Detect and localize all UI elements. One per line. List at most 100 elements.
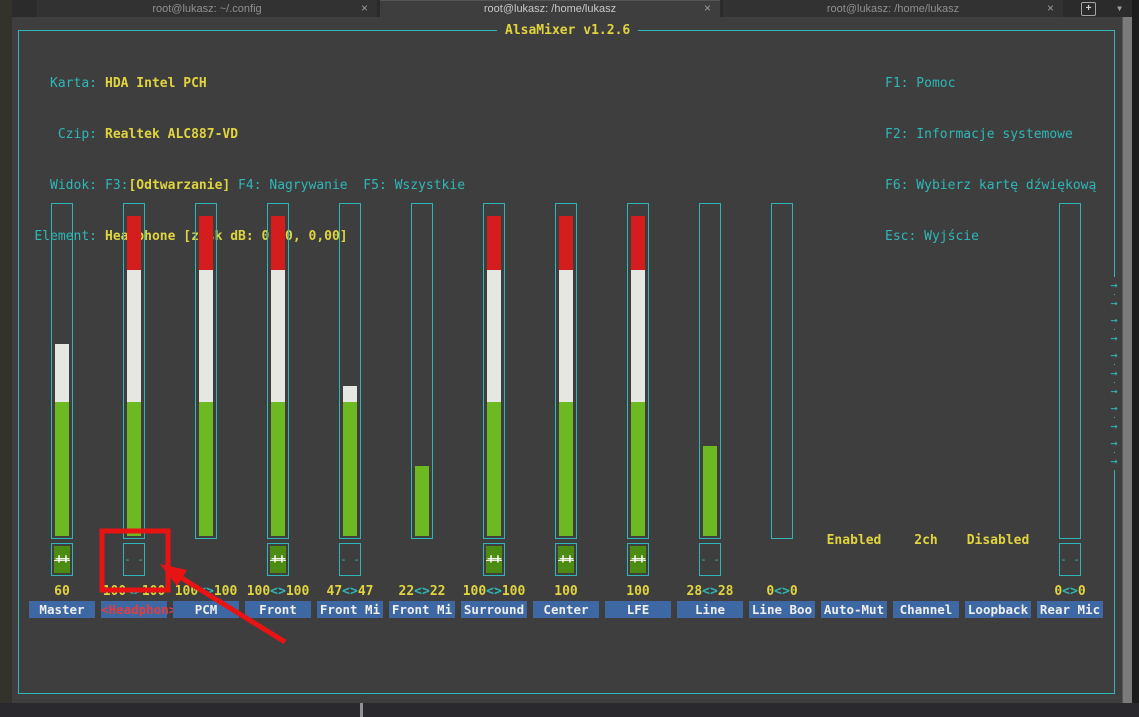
channel-surround: ++ 100<>100 Surround xyxy=(458,203,530,627)
volume-bar-line[interactable] xyxy=(699,203,721,539)
channel-label-auto-mut[interactable]: Auto-Mut xyxy=(821,601,887,618)
tab-title: root@lukasz: ~/.config xyxy=(152,2,262,15)
channel-headphon: - -100<>100 <Headphon> xyxy=(98,203,177,627)
value-separator: <> xyxy=(342,584,358,599)
channel-center: ++ 100 Center xyxy=(530,203,602,627)
channel-label-channel[interactable]: Channel xyxy=(893,601,959,618)
channel-value-center: 100 xyxy=(554,584,578,599)
terminal-tab-2[interactable]: root@lukasz: /home/lukasz × xyxy=(380,0,720,17)
channel-label-headphon[interactable]: <Headphon> xyxy=(101,601,177,618)
channel-label-front[interactable]: Front xyxy=(245,601,311,618)
volume-bar-surround[interactable] xyxy=(483,203,505,539)
channel-value-front-mi: 22<>22 xyxy=(398,584,446,599)
terminal-scrollbar[interactable] xyxy=(1122,17,1133,703)
value-separator: <> xyxy=(1062,584,1078,599)
channel-front-mi: 22<>22 Front Mi xyxy=(386,203,458,627)
channel-label-rear-mic[interactable]: Rear Mic xyxy=(1037,601,1103,618)
mute-switch-headphon[interactable]: - - xyxy=(123,543,145,576)
volume-fill-green xyxy=(703,446,717,536)
view-other-tabs[interactable]: F4: Nagrywanie F5: Wszystkie xyxy=(230,178,466,193)
volume-fill-green xyxy=(487,401,501,536)
channel-value-line: 28<>28 xyxy=(686,584,734,599)
mute-switch-center[interactable]: ++ xyxy=(555,543,577,576)
volume-fill-white xyxy=(55,344,69,402)
channel-label-lfe[interactable]: LFE xyxy=(605,601,671,618)
channel-status-auto-mut: Enabled xyxy=(826,533,882,548)
unmuted-indicator-icon: ++ xyxy=(270,546,286,573)
mute-switch-rear-mic[interactable]: - - xyxy=(1059,543,1081,576)
volume-bar-front-mi[interactable] xyxy=(411,203,433,539)
volume-bar-pcm[interactable] xyxy=(195,203,217,539)
volume-fill-red xyxy=(559,216,573,271)
volume-bar-center[interactable] xyxy=(555,203,577,539)
terminal-tab-1[interactable]: root@lukasz: ~/.config × xyxy=(37,0,377,17)
volume-fill-white xyxy=(271,270,285,402)
volume-fill-white xyxy=(487,270,501,402)
mute-switch-front-mi[interactable]: - - xyxy=(339,543,361,576)
channel-rear-mic: - - 0<>0 Rear Mic xyxy=(1034,203,1106,627)
muted-indicator-icon: - - xyxy=(124,553,144,566)
volume-fill-white xyxy=(631,270,645,402)
volume-bar-lfe[interactable] xyxy=(627,203,649,539)
view-active-tab: [Odtwarzanie] xyxy=(128,178,231,193)
tab-title: root@lukasz: /home/lukasz xyxy=(826,2,960,15)
channel-channel: 2ch Channel xyxy=(890,203,962,627)
volume-fill-white xyxy=(199,270,213,402)
volume-bar-master[interactable] xyxy=(51,203,73,539)
chevron-down-icon[interactable]: ▼ xyxy=(1117,4,1122,13)
channel-line: - - 28<>28 Line xyxy=(674,203,746,627)
volume-bar-front[interactable] xyxy=(267,203,289,539)
volume-fill-red xyxy=(487,216,501,271)
mute-switch-front[interactable]: ++ xyxy=(267,543,289,576)
volume-bar-line-boo[interactable] xyxy=(771,203,793,539)
new-tab-icon[interactable]: + xyxy=(1081,2,1096,16)
mute-switch-surround[interactable]: ++ xyxy=(483,543,505,576)
channel-label-front-mi[interactable]: Front Mi xyxy=(317,601,383,618)
channel-lfe: ++ 100 LFE xyxy=(602,203,674,627)
volume-bar-front-mi[interactable] xyxy=(339,203,361,539)
mixer-help-block: F1: Pomoc F2: Informacje systemowe F6: W… xyxy=(885,41,1096,279)
channel-value-surround: 100<>100 xyxy=(462,584,526,599)
channel-label-master[interactable]: Master xyxy=(29,601,95,618)
scroll-right-arrow-icon: → xyxy=(1104,453,1124,470)
channel-label-pcm[interactable]: PCM xyxy=(173,601,239,618)
view-f3-key[interactable]: F3: xyxy=(105,178,129,193)
window-edge-bottom xyxy=(0,703,1139,717)
card-label: Karta: xyxy=(50,76,97,91)
close-icon[interactable]: × xyxy=(1046,1,1054,15)
channel-label-line[interactable]: Line xyxy=(677,601,743,618)
volume-fill-white xyxy=(343,385,357,402)
chip-label: Czip: xyxy=(57,127,97,142)
mute-switch-line[interactable]: - - xyxy=(699,543,721,576)
channel-label-surround[interactable]: Surround xyxy=(461,601,527,618)
channel-auto-mut: Enabled Auto-Mut xyxy=(818,203,890,627)
chip-value: Realtek ALC887-VD xyxy=(105,127,239,142)
volume-bar-rear-mic[interactable] xyxy=(1059,203,1081,539)
help-line-f6: F6: Wybierz kartę dźwiękową xyxy=(885,178,1097,193)
channel-value-line-boo: 0<>0 xyxy=(766,584,798,599)
channel-label-front-mi[interactable]: Front Mi xyxy=(389,601,455,618)
channels-row: ++ 60 Master - -100<>100 <Headphon> 100<>100 P… xyxy=(26,203,1106,627)
volume-bar-headphon[interactable] xyxy=(123,203,145,539)
channel-label-center[interactable]: Center xyxy=(533,601,599,618)
channel-label-line-boo[interactable]: Line Boo xyxy=(749,601,815,618)
channel-master: ++ 60 Master xyxy=(26,203,98,627)
channel-label-loopback[interactable]: Loopback xyxy=(965,601,1031,618)
channel-loopback: Disabled Loopback xyxy=(962,203,1034,627)
tab-title: root@lukasz: /home/lukasz xyxy=(483,2,617,15)
volume-fill-red xyxy=(127,216,141,271)
channel-front-mi: - - 47<>47 Front Mi xyxy=(314,203,386,627)
mute-switch-master[interactable]: ++ xyxy=(51,543,73,576)
terminal-viewport[interactable]: AlsaMixer v1.2.6 Karta: HDA Intel PCH Czi… xyxy=(12,17,1124,703)
value-separator: <> xyxy=(126,584,142,599)
scroll-right-arrow-icon: → xyxy=(1104,365,1124,382)
close-icon[interactable]: × xyxy=(703,1,711,15)
value-separator: <> xyxy=(198,584,214,599)
close-icon[interactable]: × xyxy=(360,1,368,15)
scroll-right-arrow-icon: → xyxy=(1104,312,1124,329)
terminal-tab-3[interactable]: root@lukasz: /home/lukasz × xyxy=(723,0,1063,17)
mute-switch-lfe[interactable]: ++ xyxy=(627,543,649,576)
card-value: HDA Intel PCH xyxy=(105,76,207,91)
volume-fill-red xyxy=(271,216,285,271)
